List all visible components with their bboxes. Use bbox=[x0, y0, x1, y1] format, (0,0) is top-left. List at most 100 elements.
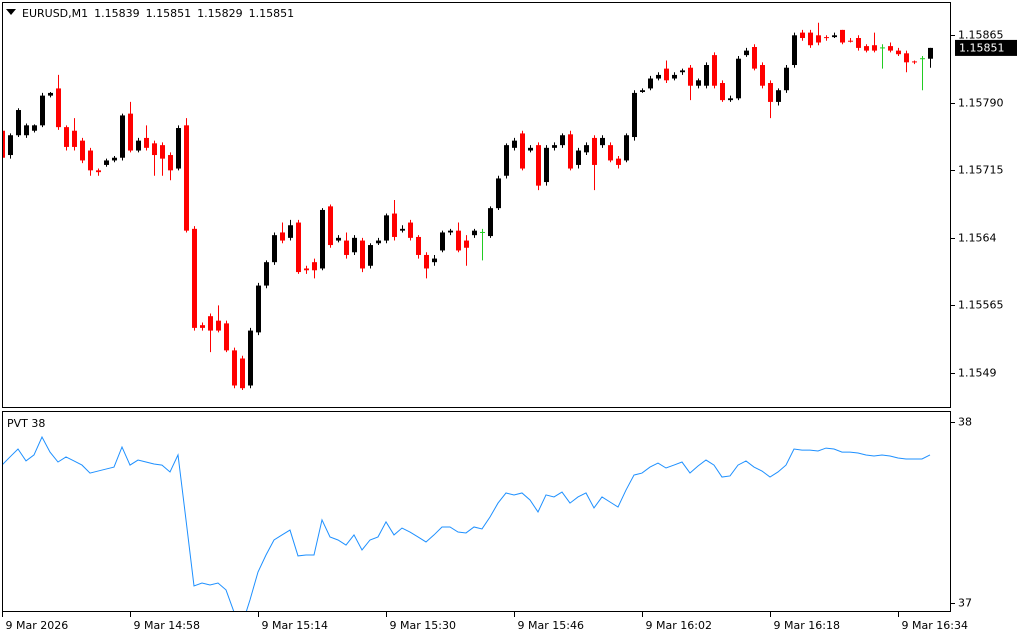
candle-body bbox=[296, 222, 301, 273]
indicator-plot bbox=[3, 435, 931, 611]
candle-body bbox=[672, 74, 677, 79]
candle-body bbox=[304, 268, 309, 271]
candle-body bbox=[696, 80, 701, 86]
candle-body bbox=[736, 58, 741, 99]
candle-body bbox=[768, 83, 773, 102]
x-tick-label: 9 Mar 2026 bbox=[6, 619, 69, 632]
y-tick-label: 1.15790 bbox=[958, 97, 1004, 110]
candle-body bbox=[328, 206, 333, 246]
symbol: EURUSD,M1 bbox=[22, 7, 88, 20]
candle-body bbox=[160, 145, 165, 159]
x-tick-label: 9 Mar 16:34 bbox=[902, 619, 968, 632]
candle-body bbox=[80, 140, 85, 161]
candle-body bbox=[192, 228, 197, 328]
candle-body bbox=[368, 245, 373, 266]
candle-body bbox=[312, 262, 317, 271]
candle-body bbox=[456, 230, 461, 251]
chart-title: EURUSD,M1 1.15839 1.15851 1.15829 1.15851 bbox=[22, 7, 294, 20]
candle-body bbox=[584, 145, 589, 153]
candle-body bbox=[800, 32, 805, 39]
candle-body bbox=[384, 215, 389, 241]
candle-body bbox=[488, 208, 493, 237]
candle-body bbox=[664, 68, 669, 81]
y-tick-label: 1.1549 bbox=[958, 367, 997, 380]
candle-body bbox=[808, 32, 813, 46]
candle-body bbox=[560, 135, 565, 146]
candle-body bbox=[40, 95, 45, 126]
candle-body bbox=[904, 53, 909, 63]
candle-body bbox=[56, 88, 61, 128]
candle-body bbox=[816, 35, 821, 43]
candle-body bbox=[864, 46, 869, 51]
candle-body bbox=[608, 145, 613, 161]
candle-body bbox=[752, 47, 757, 69]
candle-body bbox=[288, 225, 293, 238]
candle-body bbox=[624, 135, 629, 161]
candle-body bbox=[440, 232, 445, 251]
candle-body bbox=[144, 137, 149, 148]
candle-body bbox=[416, 236, 421, 255]
candle-body bbox=[424, 254, 429, 269]
candle-body bbox=[832, 35, 837, 38]
x-tick-label: 9 Mar 14:58 bbox=[134, 619, 200, 632]
candle-body bbox=[8, 135, 13, 156]
candle-body bbox=[408, 222, 413, 238]
ohlc-value: 1.15839 bbox=[94, 7, 140, 20]
candle-body bbox=[552, 145, 557, 148]
candle-body bbox=[840, 29, 845, 43]
candle-body bbox=[216, 320, 221, 331]
menu-arrow[interactable] bbox=[6, 9, 16, 15]
candle-body bbox=[784, 67, 789, 91]
candle-body bbox=[544, 147, 549, 183]
candle-body bbox=[232, 350, 237, 386]
candle-body bbox=[200, 325, 205, 328]
candle-body bbox=[120, 115, 125, 158]
candle-body bbox=[256, 285, 261, 333]
candle-body bbox=[872, 45, 877, 51]
candle-body bbox=[432, 258, 437, 263]
candle-body bbox=[272, 235, 277, 263]
x-tick-label: 9 Mar 16:18 bbox=[774, 619, 840, 632]
candle-body bbox=[640, 90, 645, 93]
candle-body bbox=[928, 47, 933, 59]
candle-body bbox=[448, 230, 453, 233]
x-tick-label: 9 Mar 15:30 bbox=[390, 619, 456, 632]
candle-body bbox=[184, 125, 189, 231]
candle-body bbox=[568, 134, 573, 169]
y-tick-label: 37 bbox=[958, 597, 972, 610]
candle-body bbox=[720, 83, 725, 101]
candle-body bbox=[528, 147, 533, 151]
candle-body bbox=[152, 143, 157, 156]
candle-body bbox=[64, 127, 69, 147]
candle-body bbox=[3, 130, 5, 158]
candle-body bbox=[464, 240, 469, 248]
candle-body bbox=[352, 237, 357, 253]
candle-body bbox=[88, 150, 93, 171]
ohlc-value: 1.15851 bbox=[249, 7, 295, 20]
candle-body bbox=[496, 178, 501, 209]
indicator-line bbox=[3, 435, 931, 611]
candle-body bbox=[320, 209, 325, 269]
candle-body bbox=[136, 140, 141, 151]
candle-body bbox=[536, 145, 541, 186]
candle-body bbox=[376, 240, 381, 244]
y-tick-label: 1.1564 bbox=[958, 232, 997, 245]
candle-body bbox=[360, 240, 365, 269]
candle-body bbox=[472, 230, 477, 236]
candle-body bbox=[896, 50, 901, 55]
ohlc-value: 1.15829 bbox=[197, 7, 243, 20]
candle-body bbox=[504, 145, 509, 176]
candle-body bbox=[712, 55, 717, 86]
y-tick-label: 38 bbox=[958, 416, 972, 429]
candle-body bbox=[224, 323, 229, 351]
candle-body bbox=[592, 137, 597, 165]
candle-body bbox=[688, 67, 693, 86]
candle-body bbox=[912, 61, 917, 63]
candle-body bbox=[656, 74, 661, 79]
candle-body bbox=[760, 65, 765, 86]
indicator-panel-frame bbox=[2, 411, 951, 612]
candle-body bbox=[776, 90, 781, 102]
candle-body bbox=[104, 160, 109, 165]
